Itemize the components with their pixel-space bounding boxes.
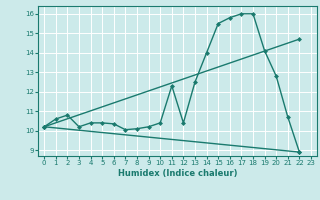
X-axis label: Humidex (Indice chaleur): Humidex (Indice chaleur) — [118, 169, 237, 178]
